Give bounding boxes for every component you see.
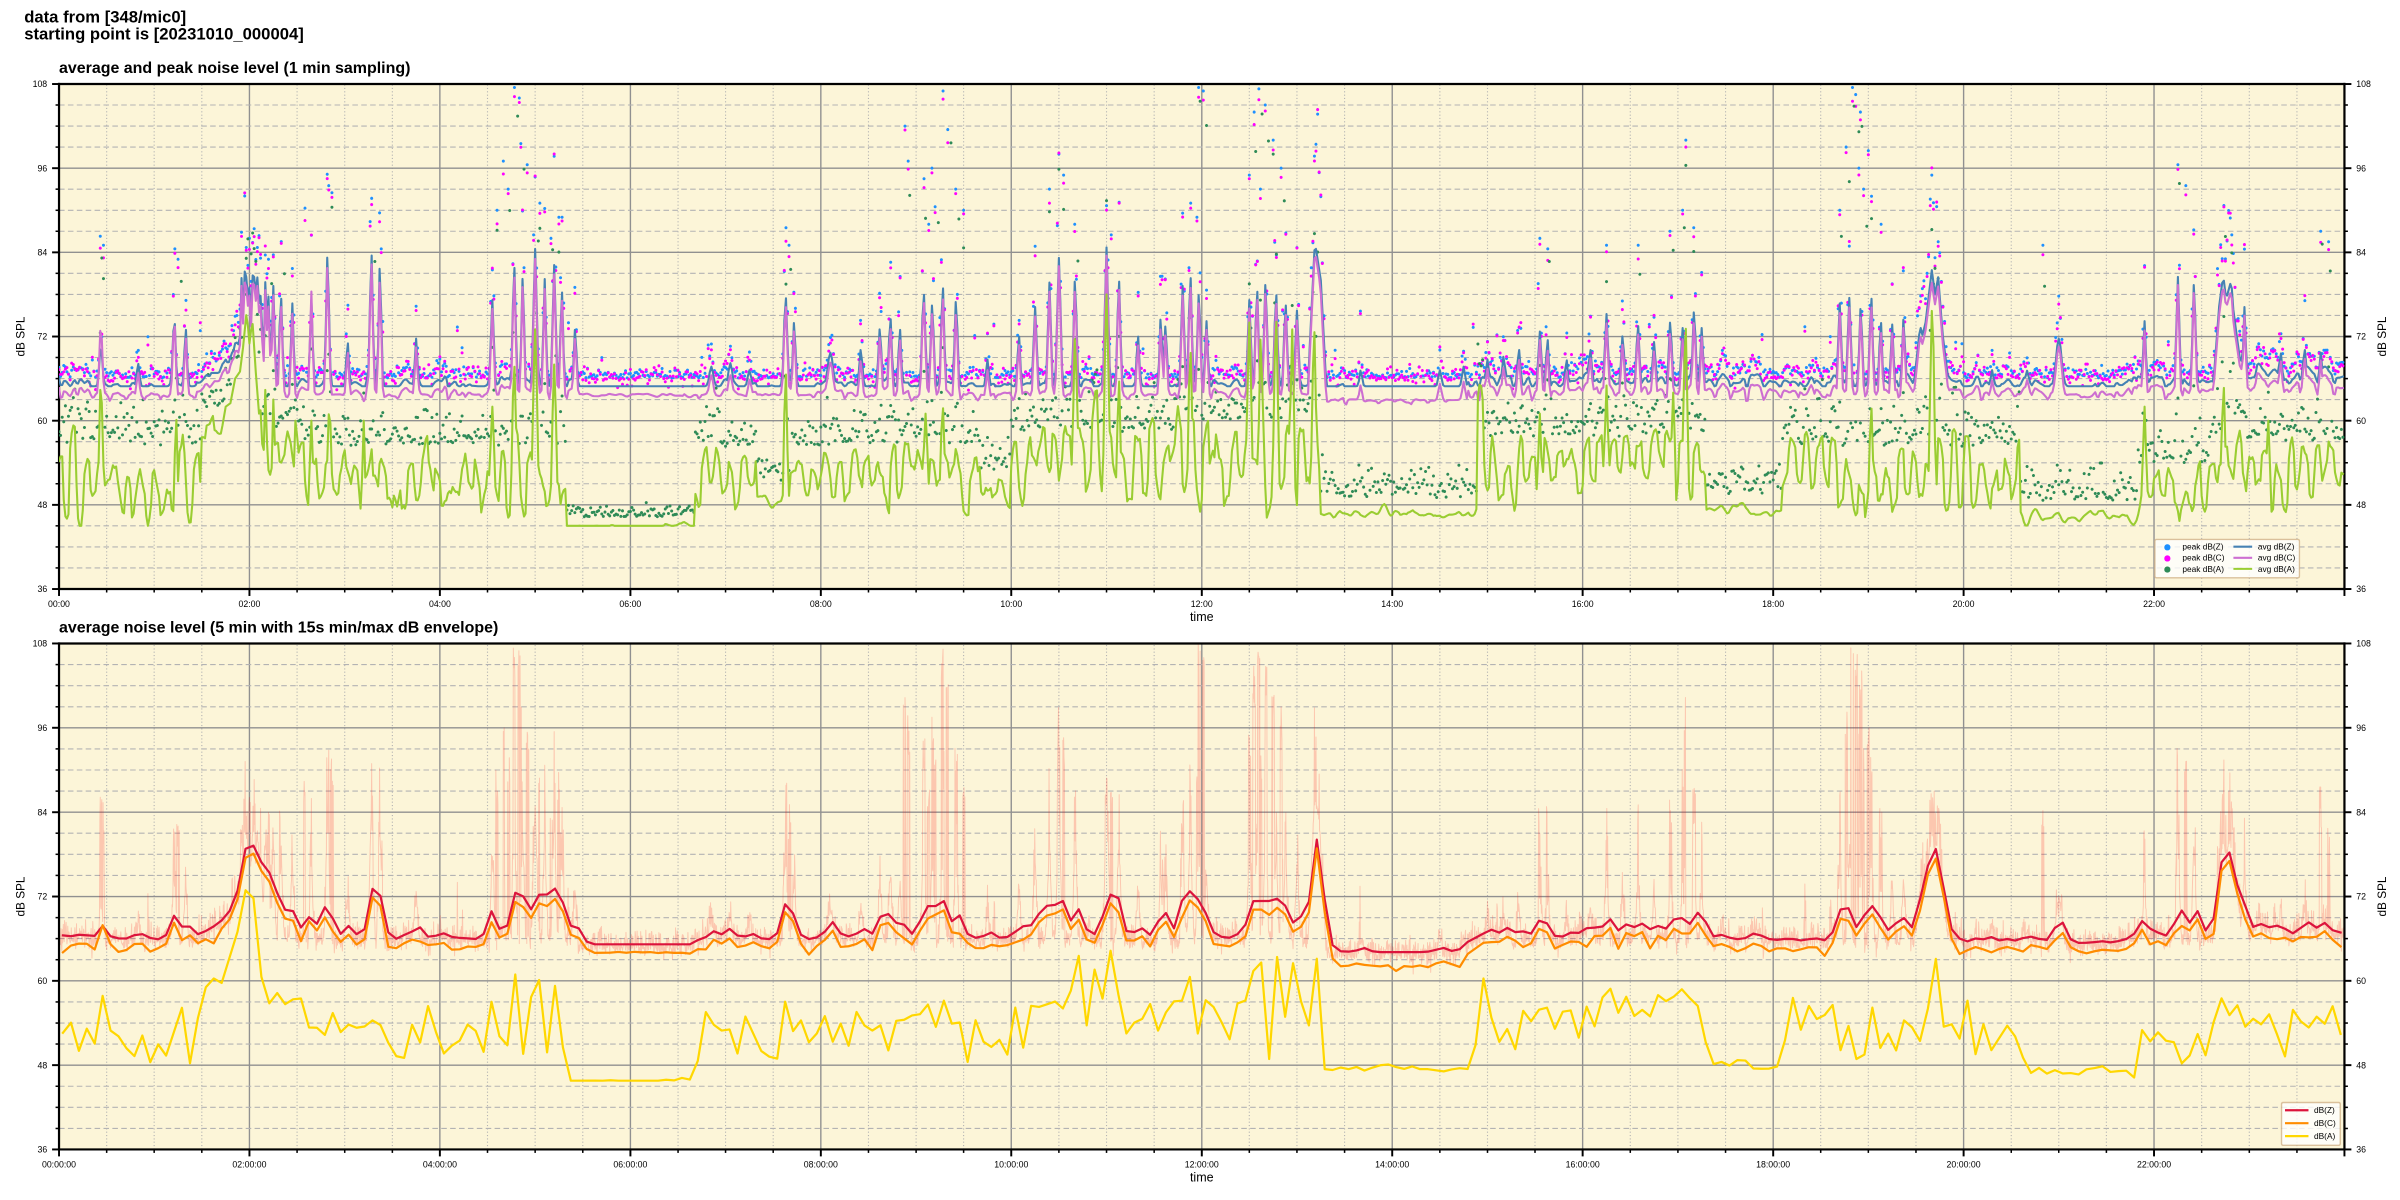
svg-text:36: 36 — [2356, 584, 2366, 594]
svg-text:04:00:00: 04:00:00 — [423, 1160, 457, 1170]
svg-text:72: 72 — [2356, 892, 2366, 902]
svg-text:84: 84 — [37, 807, 47, 817]
svg-text:starting point is [20231010_00: starting point is [20231010_000004] — [24, 24, 304, 43]
svg-text:36: 36 — [37, 584, 47, 594]
svg-text:20:00: 20:00 — [1953, 599, 1975, 609]
svg-text:06:00:00: 06:00:00 — [613, 1160, 647, 1170]
svg-text:00:00:00: 00:00:00 — [42, 1160, 76, 1170]
svg-text:48: 48 — [37, 1060, 47, 1070]
svg-text:avg dB(A): avg dB(A) — [2258, 564, 2295, 574]
svg-text:108: 108 — [33, 79, 48, 89]
svg-text:time: time — [1190, 610, 1214, 624]
svg-text:12:00: 12:00 — [1191, 599, 1213, 609]
svg-text:06:00: 06:00 — [619, 599, 641, 609]
svg-text:72: 72 — [37, 332, 47, 342]
svg-text:peak dB(Z): peak dB(Z) — [2182, 542, 2223, 552]
svg-text:60: 60 — [2356, 976, 2366, 986]
svg-text:00:00: 00:00 — [48, 599, 70, 609]
svg-text:04:00: 04:00 — [429, 599, 451, 609]
svg-text:22:00:00: 22:00:00 — [2137, 1160, 2171, 1170]
svg-text:dB SPL: dB SPL — [14, 876, 28, 916]
svg-text:08:00:00: 08:00:00 — [804, 1160, 838, 1170]
svg-text:18:00: 18:00 — [1762, 599, 1784, 609]
svg-text:12:00:00: 12:00:00 — [1185, 1160, 1219, 1170]
svg-text:dB(A): dB(A) — [2314, 1131, 2336, 1141]
svg-text:10:00: 10:00 — [1000, 599, 1022, 609]
svg-text:96: 96 — [37, 163, 47, 173]
svg-text:60: 60 — [37, 416, 47, 426]
svg-text:data from [348/mic0]: data from [348/mic0] — [24, 8, 186, 27]
svg-text:108: 108 — [2356, 639, 2371, 649]
svg-text:48: 48 — [37, 500, 47, 510]
svg-text:peak dB(A): peak dB(A) — [2182, 564, 2224, 574]
svg-text:72: 72 — [37, 892, 47, 902]
svg-text:avg dB(C): avg dB(C) — [2258, 553, 2296, 563]
svg-text:96: 96 — [2356, 163, 2366, 173]
svg-text:48: 48 — [2356, 500, 2366, 510]
svg-text:96: 96 — [37, 723, 47, 733]
svg-text:36: 36 — [2356, 1145, 2366, 1155]
svg-text:84: 84 — [2356, 807, 2366, 817]
svg-text:14:00: 14:00 — [1381, 599, 1403, 609]
svg-text:72: 72 — [2356, 332, 2366, 342]
svg-text:108: 108 — [2356, 79, 2371, 89]
svg-text:dB SPL: dB SPL — [2375, 316, 2389, 356]
svg-text:avg dB(Z): avg dB(Z) — [2258, 542, 2295, 552]
svg-text:average and peak noise level (: average and peak noise level (1 min samp… — [59, 60, 410, 77]
svg-text:dB(Z): dB(Z) — [2314, 1105, 2335, 1115]
svg-text:22:00: 22:00 — [2143, 599, 2165, 609]
svg-text:16:00:00: 16:00:00 — [1566, 1160, 1600, 1170]
svg-text:96: 96 — [2356, 723, 2366, 733]
svg-text:48: 48 — [2356, 1060, 2366, 1070]
svg-text:08:00: 08:00 — [810, 599, 832, 609]
svg-text:36: 36 — [37, 1145, 47, 1155]
svg-text:20:00:00: 20:00:00 — [1947, 1160, 1981, 1170]
svg-text:16:00: 16:00 — [1572, 599, 1594, 609]
svg-text:dB SPL: dB SPL — [2375, 876, 2389, 916]
svg-text:dB SPL: dB SPL — [14, 316, 28, 356]
svg-text:average noise level (5 min wit: average noise level (5 min with 15s min/… — [59, 619, 498, 636]
svg-text:dB(C): dB(C) — [2314, 1118, 2336, 1128]
svg-text:02:00: 02:00 — [239, 599, 261, 609]
svg-text:108: 108 — [33, 639, 48, 649]
svg-text:10:00:00: 10:00:00 — [994, 1160, 1028, 1170]
svg-text:18:00:00: 18:00:00 — [1756, 1160, 1790, 1170]
svg-text:14:00:00: 14:00:00 — [1375, 1160, 1409, 1170]
svg-text:84: 84 — [2356, 248, 2366, 258]
svg-text:60: 60 — [2356, 416, 2366, 426]
svg-text:60: 60 — [37, 976, 47, 986]
svg-text:peak dB(C): peak dB(C) — [2182, 553, 2224, 563]
svg-text:02:00:00: 02:00:00 — [232, 1160, 266, 1170]
svg-text:time: time — [1190, 1170, 1214, 1184]
svg-text:84: 84 — [37, 248, 47, 258]
